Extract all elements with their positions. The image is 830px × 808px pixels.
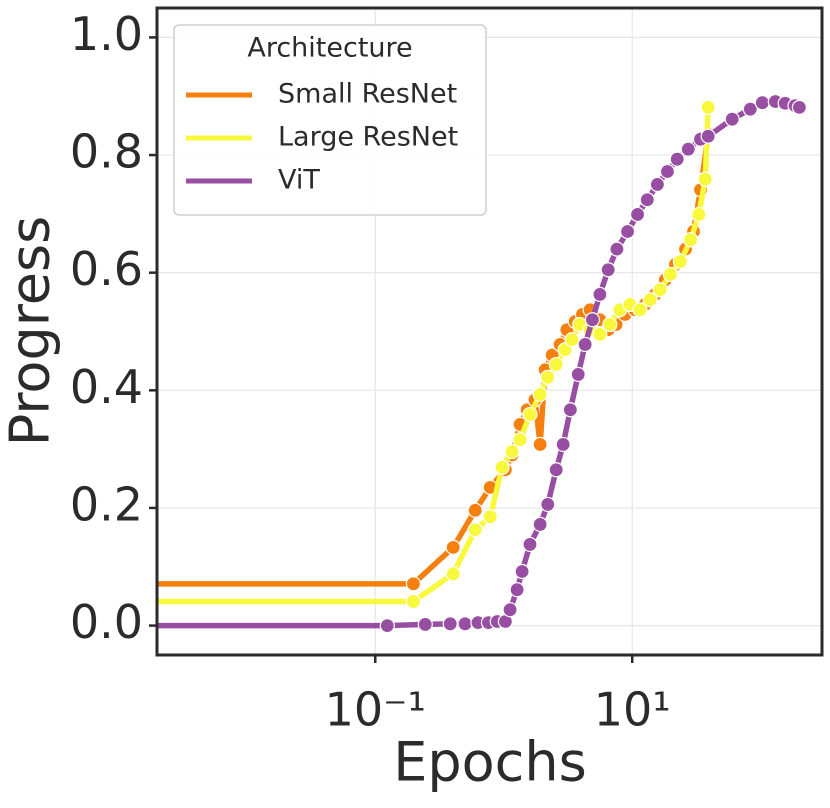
x-axis-label: Epochs	[393, 731, 586, 794]
data-point	[724, 111, 740, 127]
y-tick-label: 0.8	[70, 125, 143, 179]
data-point	[742, 101, 758, 117]
data-point	[555, 436, 571, 453]
y-tick-label: 0.4	[70, 360, 143, 414]
data-point	[467, 522, 483, 538]
y-tick-label: 0.2	[70, 477, 143, 531]
data-point	[570, 366, 586, 383]
data-point	[445, 566, 461, 582]
data-point	[632, 302, 648, 318]
plot-frame	[155, 6, 824, 657]
legend-title: Architecture	[247, 33, 412, 64]
data-point	[548, 356, 564, 373]
data-point	[522, 406, 538, 423]
data-point	[639, 192, 655, 208]
data-point	[592, 326, 608, 343]
plot-area	[111, 93, 807, 634]
data-point	[514, 563, 530, 580]
data-point	[417, 616, 433, 633]
data-point	[642, 292, 658, 308]
data-point	[683, 232, 699, 248]
data-point	[629, 206, 646, 223]
data-point	[509, 582, 525, 598]
data-point	[592, 286, 608, 303]
data-point	[659, 163, 676, 180]
data-point	[502, 602, 518, 618]
data-point	[619, 223, 636, 240]
data-point	[504, 443, 520, 460]
data-point	[548, 462, 564, 478]
data-point	[700, 99, 716, 116]
data-point	[482, 509, 498, 525]
data-point	[540, 496, 556, 513]
data-point	[442, 616, 458, 632]
data-point	[522, 536, 538, 553]
data-point	[669, 151, 685, 167]
data-point	[467, 502, 483, 518]
data-point	[602, 316, 618, 333]
data-point	[564, 332, 580, 348]
data-point	[457, 616, 473, 632]
data-point	[652, 282, 668, 298]
data-point	[584, 312, 601, 328]
data-point	[405, 593, 421, 610]
data-point	[754, 95, 770, 111]
data-point	[577, 336, 593, 353]
data-point	[532, 516, 548, 533]
data-point	[379, 617, 395, 634]
y-axis-label: Progress	[0, 216, 62, 446]
data-point	[662, 266, 678, 283]
y-tick-label: 0.0	[70, 595, 143, 649]
legend-label: Small ResNet	[278, 79, 457, 110]
data-point	[512, 432, 528, 448]
x-tick-label: 10¹	[594, 683, 671, 737]
y-tick-label: 0.6	[70, 242, 143, 296]
legend-box	[173, 24, 487, 216]
data-point	[405, 576, 421, 592]
y-tick-label: 1.0	[70, 7, 143, 61]
data-point	[791, 99, 807, 116]
data-point	[445, 539, 461, 555]
x-tick-label: 10⁻¹	[325, 683, 426, 737]
data-point	[691, 206, 707, 223]
data-point	[600, 262, 616, 278]
data-point	[680, 141, 696, 157]
data-point	[494, 459, 510, 475]
data-point	[649, 176, 665, 193]
data-point	[609, 241, 625, 257]
data-point	[532, 436, 548, 453]
legend-label: ViT	[278, 165, 320, 196]
data-point	[700, 128, 716, 144]
data-point	[111, 577, 125, 591]
legend-label: Large ResNet	[278, 122, 458, 153]
data-point	[697, 171, 713, 187]
data-point	[532, 386, 548, 403]
data-point	[672, 253, 688, 270]
data-point	[562, 402, 578, 418]
data-point	[540, 369, 556, 385]
